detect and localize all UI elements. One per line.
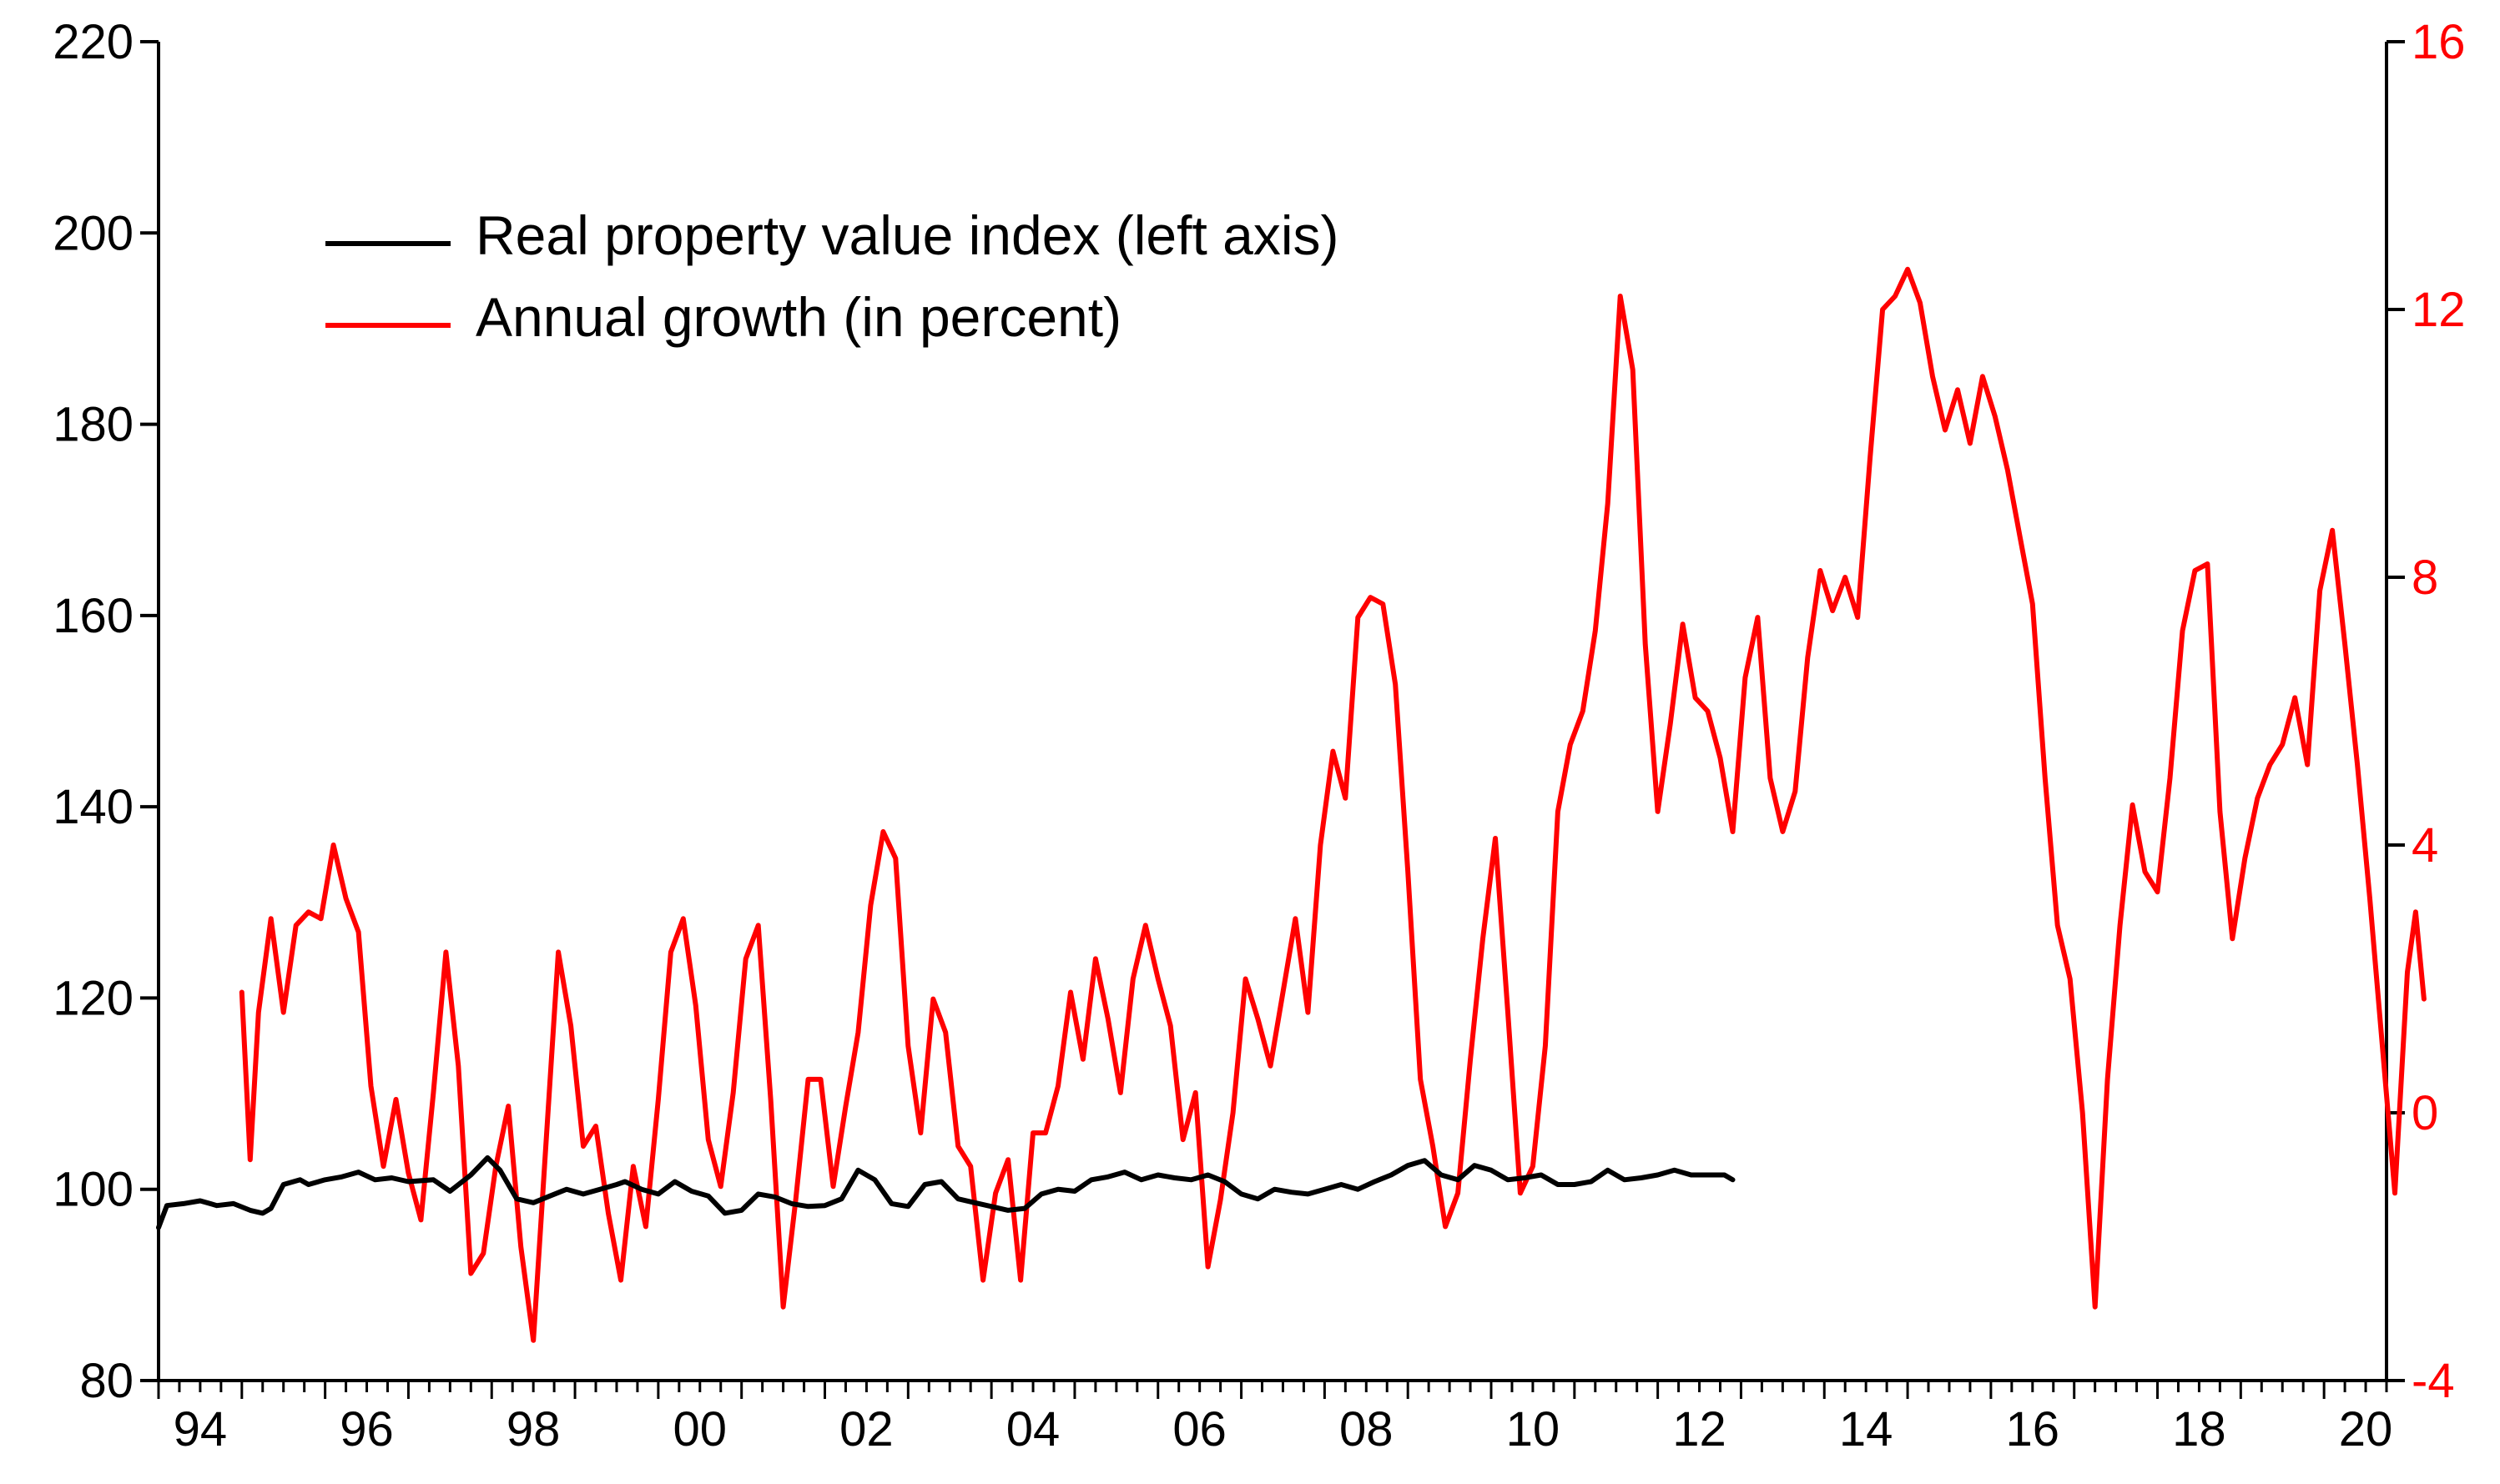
left-axis-ticks: 80 100 120 140 160 180 200 220 (53, 15, 159, 1408)
left-tick-label: 160 (53, 589, 134, 643)
x-tick-label: 20 (2339, 1402, 2393, 1456)
x-tick-label: 98 (507, 1402, 561, 1456)
x-tick-label: 96 (340, 1402, 394, 1456)
legend: Real property value index (left axis) An… (325, 204, 1338, 348)
left-tick-label: 140 (53, 780, 134, 834)
x-tick-label: 12 (1672, 1402, 1726, 1456)
right-tick-label: -4 (2412, 1354, 2455, 1408)
right-tick-label: 12 (2412, 283, 2466, 337)
right-tick-label: 0 (2412, 1086, 2438, 1140)
right-tick-label: 16 (2412, 15, 2466, 69)
series-line-annual-growth (239, 266, 2427, 1343)
x-tick-label: 00 (673, 1402, 728, 1456)
left-tick-label: 100 (53, 1163, 134, 1217)
x-tick-label: 08 (1339, 1402, 1394, 1456)
x-tick-label: 94 (174, 1402, 228, 1456)
right-tick-label: 4 (2412, 818, 2438, 873)
x-tick-label: 10 (1506, 1402, 1560, 1456)
x-tick-label: 14 (1839, 1402, 1893, 1456)
right-axis-ticks: -4 0 4 8 12 16 (2387, 15, 2466, 1408)
left-tick-label: 200 (53, 206, 134, 260)
series-line-property-index (156, 1155, 1736, 1230)
x-tick-label: 04 (1006, 1402, 1061, 1456)
x-axis-ticks: 94 96 98 00 02 04 06 08 10 12 14 16 18 20 (157, 1381, 2393, 1456)
x-tick-label: 02 (839, 1402, 894, 1456)
series-layer (156, 266, 2427, 1343)
x-tick-label: 18 (2172, 1402, 2226, 1456)
plot-frame (157, 42, 2388, 1382)
right-tick-label: 8 (2412, 551, 2438, 605)
left-tick-label: 80 (79, 1354, 134, 1408)
legend-label-index: Real property value index (left axis) (476, 204, 1338, 266)
left-tick-label: 180 (53, 398, 134, 452)
x-tick-label: 16 (2006, 1402, 2060, 1456)
left-tick-label: 220 (53, 15, 134, 69)
left-tick-label: 120 (53, 971, 134, 1025)
legend-label-growth: Annual growth (in percent) (476, 286, 1121, 348)
x-tick-label: 06 (1172, 1402, 1227, 1456)
